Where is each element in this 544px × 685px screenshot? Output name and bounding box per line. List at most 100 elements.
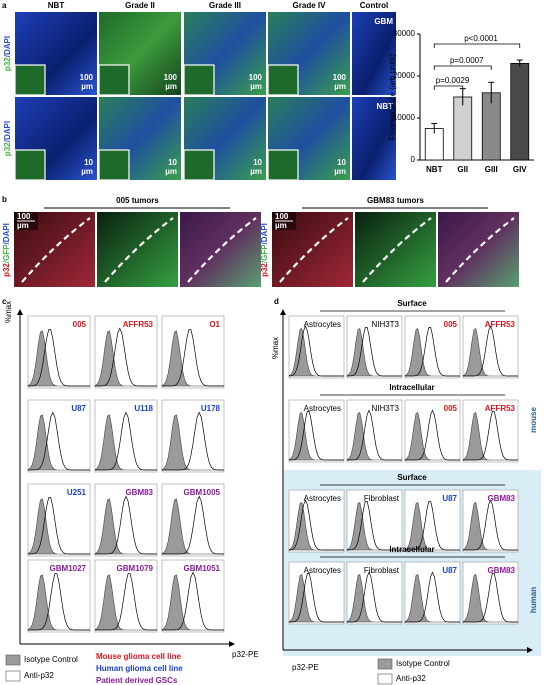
panel-label: b	[2, 195, 7, 204]
y-tick-label: 20000	[393, 71, 416, 80]
scale-bar-label: µm	[165, 167, 177, 176]
scale-bar-label: µm	[17, 221, 29, 230]
inset	[98, 149, 130, 181]
cell-label: U87	[442, 566, 457, 575]
y-tick-label: 0	[411, 155, 416, 164]
scale-bar-label: 100	[164, 73, 178, 82]
cell-label: NIH3T3	[371, 404, 399, 413]
anti-p32-histogram	[95, 327, 157, 387]
cell-line-label: U87	[71, 404, 86, 413]
cell-line-label: U178	[201, 404, 221, 413]
scale-bar-label: 100	[333, 73, 347, 82]
cell-label: AFFR53	[485, 404, 516, 413]
cell-line-label: GBM1079	[117, 564, 154, 573]
row-label: p32/GFP/DAPI	[260, 223, 269, 277]
micrograph	[352, 97, 396, 180]
cell-line-label: AFFR53	[123, 320, 154, 329]
anti-p32-histogram	[28, 573, 90, 631]
anti-p32-histogram	[95, 495, 157, 555]
cell-line-label: U118	[134, 404, 153, 413]
anti-p32-histogram	[405, 327, 460, 377]
x-tick-label: NBT	[426, 165, 443, 174]
cell-line-label: GBM1027	[50, 564, 87, 573]
cell-label: GBM83	[487, 494, 515, 503]
species-label: mouse	[529, 407, 538, 433]
anti-p32-histogram	[288, 499, 344, 551]
micrograph	[352, 12, 396, 95]
inset	[98, 64, 130, 96]
column-header: Grade II	[125, 1, 155, 10]
scale-bar-label: µm	[275, 221, 287, 230]
bar	[453, 96, 473, 161]
inset	[267, 64, 299, 96]
p-value: p<0.0001	[464, 34, 498, 43]
section-title: Intracellular	[389, 383, 434, 392]
tumor-border	[21, 217, 91, 283]
legend-label: Isotype Control	[396, 659, 450, 668]
anti-p32-histogram	[28, 497, 90, 555]
row-label: p32/DAPI	[3, 121, 12, 156]
cell-label: Astrocytes	[304, 494, 341, 503]
y-axis-label: %max	[4, 301, 13, 323]
tumor-border	[362, 217, 432, 283]
scale-bar-label: 100	[17, 212, 31, 221]
row-label-part: p32	[3, 142, 12, 156]
cell-label: Astrocytes	[304, 404, 341, 413]
anti-p32-histogram	[347, 571, 402, 623]
anti-p32-histogram	[289, 573, 344, 623]
group-legend-label: Patient derived GSCs	[96, 676, 178, 685]
panel-label: d	[274, 297, 279, 306]
cell-line-label: 005	[73, 320, 87, 329]
cell-label: NIH3T3	[371, 320, 399, 329]
anti-p32-histogram	[162, 495, 224, 555]
scale-bar-label: µm	[81, 167, 93, 176]
scale-bar-label: µm	[250, 167, 262, 176]
legend-swatch	[377, 673, 393, 685]
cell-label: 005	[444, 404, 458, 413]
scale-bar-label: µm	[165, 82, 177, 91]
row-label-part: /DAPI	[260, 223, 269, 244]
row-label: p32/DAPI	[3, 36, 12, 71]
row-label-part: /GFP	[260, 244, 269, 263]
group-title: GBM83 tumors	[367, 196, 424, 205]
anti-p32-histogram	[28, 329, 90, 387]
tumor-border	[104, 217, 174, 283]
group-title: 005 tumors	[116, 196, 159, 205]
anti-p32-histogram	[95, 411, 157, 471]
scale-bar-label: 100	[80, 73, 94, 82]
anti-p32-histogram	[405, 501, 460, 551]
tumor-border	[187, 217, 257, 283]
legend-label: Anti-p32	[396, 674, 426, 683]
inset	[183, 64, 215, 96]
y-axis-label: Fluorescence (arb.units)	[388, 54, 397, 141]
inset	[183, 149, 215, 181]
cell-label: Fibroblast	[364, 494, 400, 503]
row-label-part: /DAPI	[3, 121, 12, 142]
y-axis-label: %max	[271, 337, 280, 359]
anti-p32-histogram	[347, 327, 402, 377]
anti-p32-histogram	[463, 411, 518, 461]
section-title: Intracellular	[389, 545, 434, 554]
significance-bracket	[433, 85, 464, 90]
legend-swatch	[377, 658, 393, 670]
scale-bar-label: µm	[334, 82, 346, 91]
legend-label: Anti-p32	[24, 671, 54, 680]
p-value: p=0.0029	[436, 76, 470, 85]
x-axis-label: p32-PE	[292, 663, 319, 672]
row-label-part: p32	[3, 57, 12, 71]
anti-p32-histogram	[28, 411, 90, 471]
scale-bar-label: µm	[334, 167, 346, 176]
inset	[14, 64, 46, 96]
cell-line-label: O1	[209, 320, 220, 329]
cell-label: AFFR53	[485, 320, 516, 329]
cell-line-label: U251	[67, 488, 87, 497]
section-title: Surface	[397, 299, 427, 308]
x-tick-label: GIV	[513, 165, 527, 174]
row-label-part: /DAPI	[3, 36, 12, 57]
column-header: Control	[360, 1, 388, 10]
scale-bar-label: 10	[337, 158, 346, 167]
anti-p32-histogram	[288, 325, 344, 377]
scale-bar-label: 10	[253, 158, 262, 167]
cell-label: U87	[442, 494, 457, 503]
anti-p32-histogram	[347, 501, 402, 551]
